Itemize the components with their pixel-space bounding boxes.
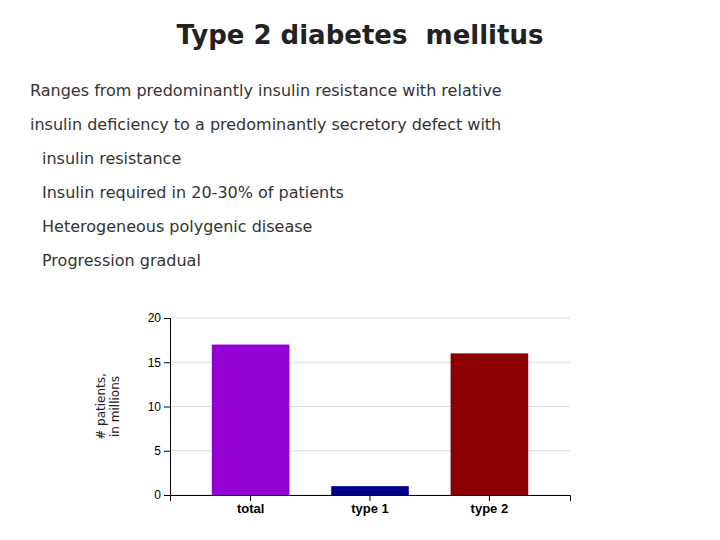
bar	[451, 353, 529, 495]
annotation: Insulin required in 20-30% of patients	[42, 183, 344, 202]
bars	[212, 345, 528, 495]
tick-mark	[164, 495, 170, 496]
bar-chart: 0 5 10 15 20 total type 1 type 2	[148, 311, 571, 516]
annotation: insulin resistance	[42, 149, 181, 168]
tick-mark	[489, 495, 490, 501]
tick: total	[237, 495, 264, 516]
tick: type 2	[471, 495, 509, 516]
tick-mark	[164, 451, 170, 452]
tick-mark	[164, 318, 170, 319]
tick-label: 15	[148, 356, 162, 370]
tick: 20	[148, 311, 170, 325]
annotation: Heterogeneous polygenic disease	[42, 217, 312, 236]
tick-mark	[250, 495, 251, 501]
tick-mark	[164, 407, 170, 408]
grid-line	[170, 318, 570, 319]
y-axis: 0 5 10 15 20	[148, 311, 171, 502]
chart: Type 2 diabetes mellitus Ranges from pred…	[0, 0, 720, 540]
title: Type 2 diabetes mellitus	[177, 20, 544, 50]
tick-label: type 1	[351, 501, 389, 516]
bar	[331, 486, 409, 495]
axis-line	[171, 496, 571, 502]
tick: 0	[154, 488, 170, 502]
y-label: # patients,in millions	[94, 373, 122, 440]
tick: 10	[148, 400, 170, 414]
annotations: Ranges from predominantly insulin resist…	[30, 81, 502, 270]
annotation: insulin deficiency to a predominantly se…	[30, 115, 501, 134]
tick: 15	[148, 356, 170, 370]
tick-label: 20	[148, 311, 162, 325]
tick-label: total	[237, 501, 264, 516]
x-axis: total type 1 type 2	[171, 495, 571, 516]
tick-label: 0	[154, 488, 161, 502]
tick-label: 5	[154, 444, 161, 458]
tick-mark	[164, 362, 170, 363]
tick-label: 10	[148, 400, 162, 414]
y-label-line: # patients,	[94, 373, 108, 440]
tick: 5	[154, 444, 170, 458]
y-label-line: in millions	[108, 376, 122, 437]
tick-label: type 2	[471, 501, 509, 516]
grid	[170, 318, 570, 495]
bar	[212, 345, 290, 495]
tick-mark	[370, 495, 371, 501]
annotation: Progression gradual	[42, 251, 201, 270]
annotation: Ranges from predominantly insulin resist…	[30, 81, 502, 100]
tick: type 1	[351, 495, 389, 516]
axis-line	[164, 319, 171, 496]
